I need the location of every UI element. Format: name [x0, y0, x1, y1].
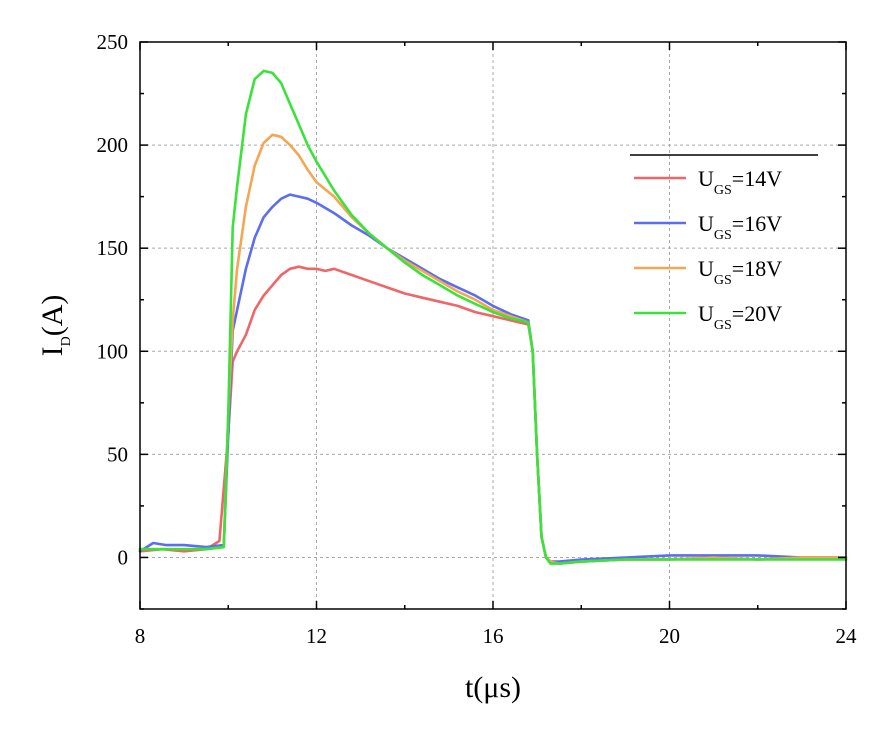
legend-label-rest: =18V: [732, 256, 782, 281]
y-axis-title-subscript: D: [59, 336, 74, 346]
y-axis-title: ID(A): [36, 295, 74, 357]
legend-label-main: U: [698, 256, 714, 281]
axis-ticks: [139, 41, 847, 610]
x-tick-label-2: 16: [483, 624, 504, 648]
y-tick-label-0: 0: [118, 545, 129, 569]
y-tick-label-4: 200: [97, 133, 129, 157]
series-lines: [138, 69, 848, 565]
legend-label-subscript: GS: [714, 318, 732, 333]
y-tick-label-3: 150: [97, 236, 129, 260]
legend-label-main: U: [698, 301, 714, 326]
series-line-3: [138, 69, 848, 565]
legend-item-0: UGS=14V: [634, 166, 782, 198]
legend-label-main: U: [698, 211, 714, 236]
legend-item-1: UGS=16V: [634, 211, 782, 243]
legend-label-1: UGS=16V: [698, 211, 782, 243]
y-tick-label-1: 50: [107, 442, 128, 466]
legend-label-rest: =16V: [732, 211, 782, 236]
legend-label-2: UGS=18V: [698, 256, 782, 288]
legend-label-rest: =20V: [732, 301, 782, 326]
legend-item-2: UGS=18V: [634, 256, 782, 288]
x-tick-label-3: 20: [659, 624, 680, 648]
legend-label-main: U: [698, 166, 714, 191]
legend-item-3: UGS=20V: [634, 301, 782, 333]
y-axis-title-rest: (A): [36, 295, 69, 337]
legend-label-subscript: GS: [714, 183, 732, 198]
y-tick-label-5: 250: [97, 30, 129, 54]
x-tick-label-4: 24: [836, 624, 858, 648]
legend-label-rest: =14V: [732, 166, 782, 191]
y-tick-label-2: 100: [97, 339, 129, 363]
x-tick-label-1: 12: [306, 624, 327, 648]
x-tick-label-0: 8: [135, 624, 146, 648]
x-axis-title: t(μs): [465, 671, 521, 704]
y-axis-title-main: I: [36, 346, 69, 356]
x-axis-title-text: t(μs): [465, 671, 521, 704]
legend-label-subscript: GS: [714, 273, 732, 288]
legend-label-0: UGS=14V: [698, 166, 782, 198]
legend-label-subscript: GS: [714, 228, 732, 243]
legend-label-3: UGS=20V: [698, 301, 782, 333]
tick-labels: 8 12 16 20 24 0 50 100 150 200 250: [97, 30, 858, 648]
